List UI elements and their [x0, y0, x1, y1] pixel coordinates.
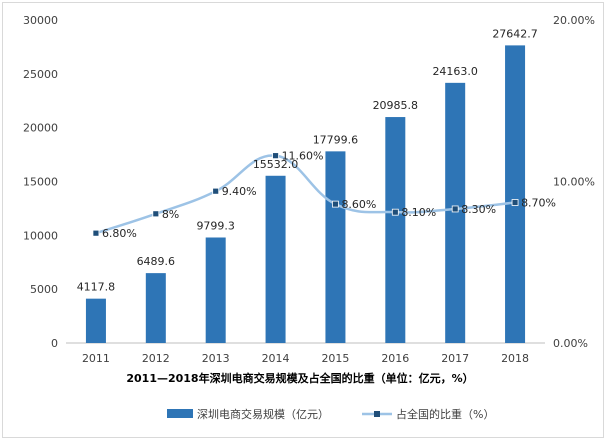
bar-value-label: 20985.8 — [373, 99, 419, 112]
line-point-marker — [511, 199, 519, 206]
bar — [325, 151, 346, 343]
legend-bar-label: 深圳电商交易规模（亿元） — [197, 407, 329, 421]
x-tick-label: 2013 — [202, 352, 230, 365]
y-right-tick-label: 10.00% — [553, 176, 595, 189]
bar — [385, 117, 406, 343]
legend-bar-swatch — [167, 409, 193, 418]
chart-title: 2011—2018年深圳电商交易规模及占全国的比重（单位：亿元，%） — [126, 371, 473, 385]
line-point-marker — [451, 205, 459, 213]
x-tick-label: 2011 — [82, 352, 110, 365]
line-value-label: 8.30% — [461, 203, 496, 216]
bar-value-label: 17799.6 — [313, 133, 359, 146]
line-value-label: 8.10% — [401, 206, 436, 219]
chart-frame — [2, 2, 604, 438]
line-value-label: 8% — [162, 208, 179, 221]
y-left-tick-label: 15000 — [23, 176, 58, 189]
x-tick-label: 2015 — [321, 352, 349, 365]
y-left-tick-label: 5000 — [30, 283, 58, 296]
bar — [145, 273, 166, 343]
legend-line-label: 占全国的比重（%） — [396, 407, 494, 421]
line-point-marker — [92, 229, 100, 237]
y-right-tick-label: 20.00% — [553, 14, 595, 27]
y-left-tick-label: 10000 — [23, 229, 58, 242]
line-point-marker — [391, 208, 399, 216]
x-tick-label: 2018 — [501, 352, 529, 365]
line-point-marker — [152, 210, 160, 218]
x-tick-label: 2012 — [142, 352, 170, 365]
line-value-label: 8.70% — [521, 196, 556, 209]
bar — [505, 45, 526, 344]
y-left-tick-label: 30000 — [23, 14, 58, 27]
data-labels: 4117.8 6489.6 9799.3 15532.0 17799.6 20985.8 2… — [77, 27, 556, 293]
line-value-label: 9.40% — [222, 185, 257, 198]
legend: 深圳电商交易规模（亿元） 占全国的比重（%） — [167, 407, 494, 421]
line-point-marker — [212, 187, 220, 195]
bar — [265, 175, 286, 343]
bar-value-label: 27642.7 — [492, 27, 538, 40]
bar-value-label: 4117.8 — [77, 281, 116, 294]
bar-value-label: 24163.0 — [432, 65, 478, 78]
line-value-label: 11.60% — [282, 150, 324, 163]
bar-value-label: 15532.0 — [253, 158, 299, 171]
line-series — [92, 152, 519, 237]
bar — [85, 298, 106, 343]
x-tick-label: 2014 — [262, 352, 290, 365]
line-point-marker — [272, 152, 279, 160]
x-tick-label: 2016 — [381, 352, 409, 365]
y-left-tick-label: 20000 — [23, 122, 58, 135]
legend-line-marker — [374, 411, 380, 417]
line-value-label: 8.60% — [341, 198, 376, 211]
x-tick-label: 2017 — [441, 352, 469, 365]
bar-value-label: 6489.6 — [137, 255, 176, 268]
y-right-tick-label: 0.00% — [553, 337, 588, 350]
y-left-tick-label: 0 — [51, 337, 58, 350]
bar-series — [85, 45, 526, 344]
y-left-tick-label: 25000 — [23, 68, 58, 81]
bar — [205, 237, 226, 343]
bar-value-label: 9799.3 — [196, 219, 235, 232]
ratio-line — [95, 154, 516, 235]
line-value-label: 6.80% — [102, 227, 137, 240]
line-point-marker — [332, 200, 339, 208]
bar — [445, 82, 466, 343]
